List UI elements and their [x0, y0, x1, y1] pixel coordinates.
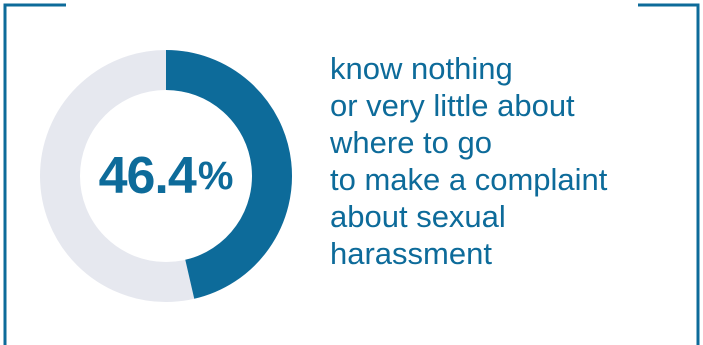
statistic-caption: know nothing or very little about where …	[330, 50, 680, 272]
caption-line: to make a complaint	[330, 162, 608, 197]
donut-slice-value	[165, 50, 292, 299]
donut-chart	[40, 50, 292, 302]
caption-line: or very little about	[330, 88, 575, 123]
caption-line: know nothing	[330, 51, 513, 86]
frame-top-right-corner	[638, 3, 700, 345]
caption-line: where to go	[330, 125, 492, 160]
percent-number: 46.4	[98, 147, 197, 205]
percent-value: 46.4%	[38, 42, 294, 310]
percent-sign: %	[197, 153, 234, 198]
caption-line: harassment	[330, 236, 492, 271]
caption-line: about sexual	[330, 199, 506, 234]
frame-top-left-corner	[3, 3, 66, 345]
